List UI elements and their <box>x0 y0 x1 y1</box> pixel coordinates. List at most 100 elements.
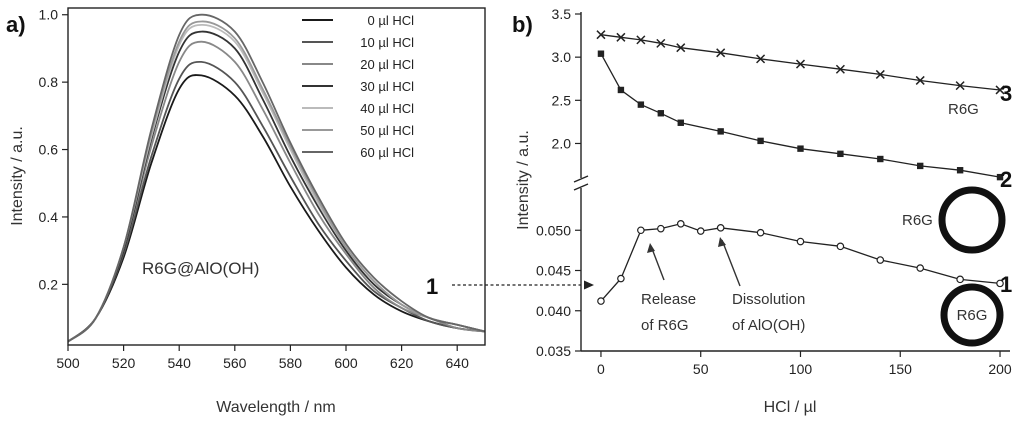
cross-marker <box>835 64 845 74</box>
panel-a-x-tick-label: 580 <box>279 355 303 371</box>
legend-label-0: 0 µl HCl <box>368 13 415 28</box>
circle-marker <box>996 279 1004 288</box>
spectrum-line-3 <box>67 30 486 343</box>
circle-marker <box>696 227 705 235</box>
circle-marker <box>876 256 885 264</box>
circle-marker <box>637 226 645 235</box>
ring-schematic-label: R6G <box>902 212 933 229</box>
panel-a-label: a) <box>6 12 26 37</box>
cross-marker <box>995 85 1005 95</box>
square-marker <box>877 155 884 163</box>
cross-marker <box>875 69 885 79</box>
panel-b-lower-y-tick-label: 0.040 <box>536 303 571 319</box>
panel-b-lower-y-tick-label: 0.035 <box>536 343 571 359</box>
square-marker <box>617 86 625 94</box>
panel-b-x-tick-label: 200 <box>988 361 1012 377</box>
dissolution-label-1: Dissolution <box>732 291 805 308</box>
circle-marker <box>617 274 625 283</box>
cross-marker <box>656 38 666 48</box>
panel-b-x-label: HCl / µl <box>764 399 817 416</box>
panel-b-upper-y-tick-label: 2.5 <box>552 92 572 108</box>
square-marker <box>657 110 665 117</box>
panel-a-y-tick-label: 0.4 <box>39 209 59 225</box>
panel-a-x-tick-label: 620 <box>390 355 414 371</box>
legend-label-5: 50 µl HCl <box>360 123 414 138</box>
ring-schematic-icon <box>938 186 1006 254</box>
legend-label-2: 20 µl HCl <box>360 57 414 72</box>
circle-marker <box>756 228 765 237</box>
cross-marker <box>915 75 925 85</box>
circle-marker <box>716 224 725 232</box>
panel-a-y-tick-label: 0.8 <box>39 74 59 90</box>
axis-break-mark-top <box>573 175 589 183</box>
spectrum-line-4 <box>67 23 486 343</box>
axis-break-mark-bottom <box>573 183 589 191</box>
square-marker <box>677 119 684 126</box>
panel-b-x-tick-label: 150 <box>889 361 913 377</box>
square-marker <box>956 167 964 174</box>
panel-a-x-tick-label: 540 <box>168 355 192 371</box>
spectrum-line-0 <box>67 74 486 343</box>
panel-a-x-label: Wavelength / nm <box>216 399 335 416</box>
left-label-1: 1 <box>426 274 438 299</box>
square-marker <box>917 162 924 170</box>
panel-a-x-tick-label: 600 <box>334 355 358 371</box>
cross-marker <box>716 48 726 58</box>
circle-marker <box>597 297 605 305</box>
panel-a-x-tick-label: 500 <box>56 355 80 371</box>
spectrum-line-2 <box>67 40 486 343</box>
series-3-label: 3 <box>1000 81 1012 106</box>
legend-label-3: 30 µl HCl <box>360 79 414 94</box>
square-marker <box>717 128 724 135</box>
cross-marker <box>795 59 806 69</box>
circle-marker <box>916 264 925 272</box>
square-marker <box>996 173 1004 181</box>
filled-ring-schematic-label: R6G <box>957 307 988 324</box>
release-arrow-head <box>647 243 655 253</box>
dashed-pointer-arrow-head <box>584 280 594 290</box>
square-marker <box>637 101 645 108</box>
circle-marker <box>956 275 964 284</box>
panel-b-upper-y-tick-label: 3.0 <box>552 49 572 65</box>
panel-b-lower-y-tick-label: 0.045 <box>536 263 571 279</box>
series-line-1 <box>600 223 1001 302</box>
legend-label-1: 10 µl HCl <box>360 35 414 50</box>
panel-a-x-ticks: 500 520 540 560 580 600 620 640 <box>56 345 469 371</box>
cross-marker <box>676 43 686 53</box>
panel-a-y-tick-label: 0.2 <box>39 276 59 292</box>
filled-ring-schematic-icon <box>940 283 1004 347</box>
panel-a-curves <box>67 13 486 343</box>
release-label-1: Release <box>641 291 696 308</box>
series-1-label: 1 <box>1000 272 1012 297</box>
circle-marker <box>836 242 845 251</box>
panel-a-y-tick-label: 1.0 <box>39 7 59 23</box>
panel-a-x-tick-label: 640 <box>446 355 470 371</box>
cross-marker <box>616 32 626 42</box>
spectrum-line-1 <box>67 60 486 343</box>
panel-a-y-ticks: 0.2 0.4 0.6 0.8 1.0 <box>39 7 68 292</box>
square-marker <box>837 150 844 158</box>
panel-b-series <box>596 30 1005 305</box>
panel-a-x-tick-label: 560 <box>223 355 247 371</box>
panel-b-y-label: Intensity / a.u. <box>515 130 532 230</box>
spectrum-line-6 <box>67 13 486 343</box>
circle-marker <box>676 220 685 228</box>
panel-b-x-ticks: 0 50 100 150 200 <box>597 351 1012 377</box>
panel-a-annotation: R6G@AlO(OH) <box>142 259 259 278</box>
legend-label-6: 60 µl HCl <box>360 145 414 160</box>
panel-b-label: b) <box>512 12 533 37</box>
panel-b-x-tick-label: 50 <box>693 361 709 377</box>
legend-label-4: 40 µl HCl <box>360 101 414 116</box>
panel-a-legend: 0 µl HCl 10 µl HCl 20 µl HCl 30 µl HCl 40 µl… <box>302 13 414 160</box>
panel-b-y-ticks: 2.0 2.5 3.0 3.5 0.035 0.040 0.045 0.050 <box>536 6 581 359</box>
cross-marker <box>596 30 606 40</box>
panel-b-upper-y-tick-label: 2.0 <box>552 135 572 151</box>
panel-a-frame <box>67 7 486 346</box>
circle-marker <box>657 224 665 233</box>
cross-marker <box>955 81 965 91</box>
panel-b-lower-y-tick-label: 0.050 <box>536 222 571 238</box>
spectrum-line-5 <box>67 20 486 343</box>
square-marker <box>597 50 605 57</box>
square-marker <box>797 145 804 152</box>
